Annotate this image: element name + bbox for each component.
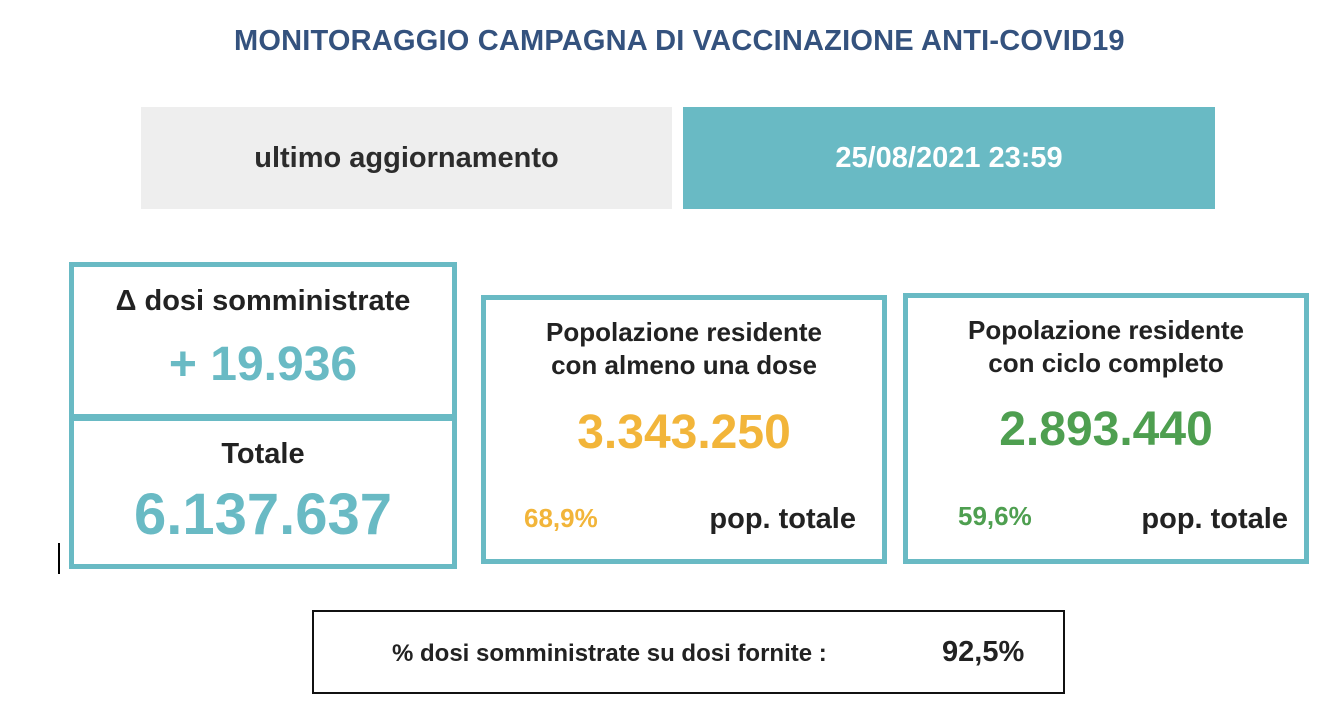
doses-ratio-box: % dosi somministrate su dosi fornite : 9… [312,610,1065,694]
total-doses-label: Totale [221,438,305,470]
one-dose-card: Popolazione residente con almeno una dos… [481,295,887,564]
delta-doses-card: Δ dosi somministrate + 19.936 [69,262,457,419]
one-dose-percent: 68,9% [524,503,598,533]
last-update-label: ultimo aggiornamento [141,107,672,209]
delta-doses-label: Δ dosi somministrate [115,285,411,317]
full-cycle-percent-label: pop. totale [1141,503,1288,535]
one-dose-label: Popolazione residente con almeno una dos… [546,317,822,380]
last-update-value: 25/08/2021 23:59 [683,107,1215,209]
doses-ratio-value: 92,5% [942,636,1025,668]
total-doses-card: Totale 6.137.637 [69,416,457,569]
full-cycle-card: Popolazione residente con ciclo completo… [903,293,1309,564]
full-cycle-label: Popolazione residente con ciclo completo [968,315,1244,378]
last-update-label-text: ultimo aggiornamento [254,141,559,174]
full-cycle-percent: 59,6% [958,501,1032,531]
one-dose-value: 3.343.250 [577,406,791,459]
last-update-value-text: 25/08/2021 23:59 [835,141,1063,174]
page-title: MONITORAGGIO CAMPAGNA DI VACCINAZIONE AN… [234,25,1125,57]
full-cycle-value: 2.893.440 [999,403,1213,456]
doses-ratio-label: % dosi somministrate su dosi fornite : [392,640,827,667]
total-doses-value: 6.137.637 [133,482,393,547]
one-dose-percent-label: pop. totale [709,503,856,535]
delta-doses-value: + 19.936 [168,338,358,391]
text-cursor [58,543,60,574]
